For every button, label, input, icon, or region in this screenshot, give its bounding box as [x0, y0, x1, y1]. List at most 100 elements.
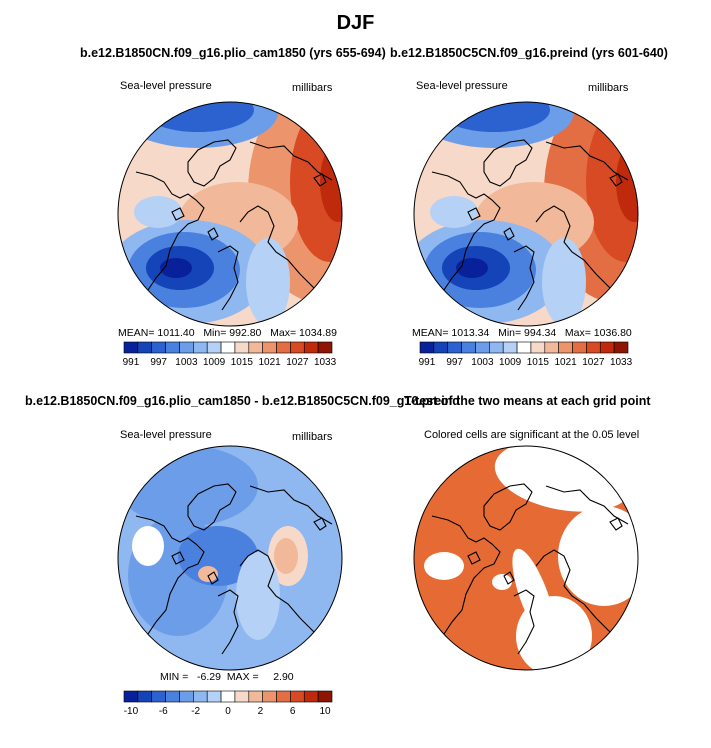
colorbar-swatch: [447, 341, 462, 354]
tr-variable-label: Sea-level pressure: [416, 80, 508, 92]
not-significant-area: [424, 552, 464, 580]
colorbar-tick-label: 997: [150, 357, 167, 368]
coastline: [313, 173, 327, 187]
coastline: [217, 245, 239, 311]
colorbar-swatch: [461, 341, 476, 354]
map-top-left: [117, 101, 343, 327]
colorbar-swatch: [248, 341, 263, 354]
coastline: [135, 515, 205, 635]
coastline: [503, 571, 515, 585]
colorbar-tick-label: 1003: [471, 357, 494, 368]
colorbar-swatch: [290, 690, 305, 703]
colorbar-swatch: [419, 341, 435, 354]
colorbar-tick-label: 1015: [527, 357, 550, 368]
colorbar-swatch: [262, 690, 277, 703]
coastline: [187, 139, 237, 187]
coastline: [187, 483, 237, 531]
colorbar-swatch: [433, 341, 449, 354]
colorbar-top-left: 991 997 1003 1009 1015 1021 1027 1033: [123, 341, 337, 368]
coastline: [171, 207, 185, 221]
colorbar-swatch: [613, 341, 629, 354]
coastline: [535, 549, 611, 633]
coastline: [207, 227, 219, 241]
colorbar-swatch: [516, 341, 532, 354]
coastline: [545, 485, 629, 525]
map-boundary: [117, 101, 343, 327]
colorbar-bottom-left: -10 -6 -2 0 2 6 10: [123, 690, 333, 717]
colorbar-swatch: [179, 341, 194, 354]
aleutian-low-core: [142, 102, 254, 132]
positive-patch: [198, 566, 218, 582]
colorbar-tick-label: 10: [320, 706, 332, 717]
coastline: [249, 141, 333, 181]
colorbar-tick-label: 0: [225, 706, 231, 717]
colorbar-tick-label: 2: [258, 706, 264, 717]
not-significant-area: [492, 574, 512, 590]
colorbar-tick-label: 1009: [499, 357, 522, 368]
neutral-patch: [132, 526, 164, 566]
not-significant-area: [558, 506, 638, 606]
colorbar-tick-label: 1021: [258, 357, 281, 368]
colorbar-swatch: [234, 690, 250, 703]
colorbar-swatch: [220, 690, 236, 703]
colorbar-swatch: [572, 341, 587, 354]
panel-title-diff: b.e12.B1850CN.f09_g16.plio_cam1850 - b.e…: [25, 394, 460, 408]
colorbar-swatch: [317, 690, 333, 703]
coastline: [483, 483, 533, 531]
light-patch: [134, 196, 182, 228]
colorbar-swatch: [165, 690, 180, 703]
colorbar-swatch: [544, 341, 559, 354]
panel-title-ttest: T-test of the two means at each grid poi…: [404, 394, 651, 408]
colorbar-top-right: 991 997 1003 1009 1015 1021 1027 1033: [419, 341, 633, 368]
coastlines: [431, 139, 629, 311]
colorbar-tick-label: 1027: [286, 357, 309, 368]
coastline: [239, 205, 315, 289]
colorbar-swatch: [489, 341, 504, 354]
coastline: [513, 245, 535, 311]
colorbar-swatch: [475, 341, 490, 354]
coastline: [467, 207, 481, 221]
coastline: [503, 227, 515, 241]
colorbar-swatch: [123, 341, 139, 354]
colorbar-swatch: [276, 690, 291, 703]
colorbar-swatch: [165, 341, 180, 354]
colorbar-swatch: [558, 341, 573, 354]
colorbar-swatch: [276, 341, 291, 354]
map-bottom-left: [117, 445, 343, 671]
colorbar-swatch: [220, 341, 236, 354]
colorbar-tick-label: 1033: [610, 357, 633, 368]
icelandic-low-min: [456, 258, 488, 278]
map-field: [414, 102, 638, 326]
colorbar-tick-label: 991: [419, 357, 436, 368]
br-subtitle: Colored cells are significant at the 0.0…: [424, 429, 640, 441]
colorbar-tick-label: 1033: [314, 357, 337, 368]
colorbar-tick-label: 1015: [231, 357, 254, 368]
tl-stats: MEAN= 1011.40 Min= 992.80 Max= 1034.89: [118, 327, 337, 339]
panel-title-right: b.e12.B1850C5CN.f09_g16.preind (yrs 601-…: [390, 46, 668, 60]
tl-variable-label: Sea-level pressure: [120, 80, 212, 92]
colorbar-swatch: [151, 341, 166, 354]
colorbar-tick-label: 6: [290, 706, 296, 717]
colorbar-swatch: [206, 690, 222, 703]
colorbar-swatch: [151, 690, 166, 703]
coastline: [207, 571, 219, 585]
colorbar-tick-label: 997: [446, 357, 463, 368]
coastline: [313, 517, 327, 531]
panel-title-left: b.e12.B1850CN.f09_g16.plio_cam1850 (yrs …: [80, 46, 386, 60]
coastline: [217, 589, 239, 655]
light-patch: [430, 196, 478, 228]
coastline: [609, 173, 623, 187]
map-field: [118, 102, 342, 326]
colorbar-swatch: [262, 341, 277, 354]
colorbar-swatch: [137, 341, 153, 354]
colorbar-swatch: [248, 690, 263, 703]
icelandic-low-min: [160, 258, 192, 278]
colorbar-swatch: [206, 341, 222, 354]
weak-anomaly: [236, 552, 280, 640]
coastline: [467, 551, 481, 565]
colorbar-swatch: [193, 341, 208, 354]
positive-anomaly-core: [274, 538, 298, 574]
colorbar-tick-label: -10: [124, 706, 139, 717]
colorbar-tick-label: 1027: [582, 357, 605, 368]
negative-anomaly-strong: [178, 526, 258, 586]
